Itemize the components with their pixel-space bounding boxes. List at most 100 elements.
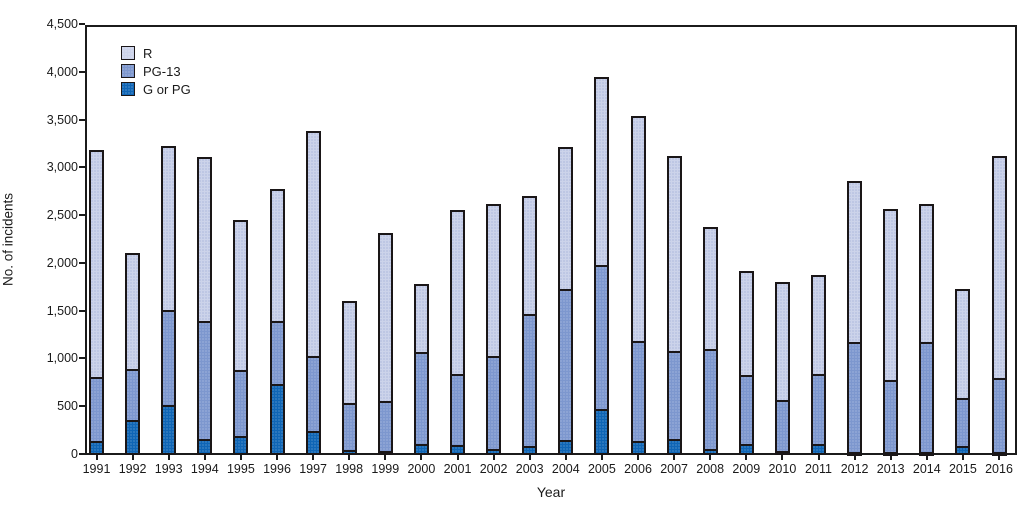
x-tick-mark (492, 455, 495, 460)
bar-segment-g-or-pg-2014 (919, 452, 935, 456)
x-tick-mark (745, 455, 748, 460)
y-tick-label: 1,500 (46, 303, 78, 318)
y-tick-mark (79, 453, 85, 455)
x-tick-label: 2009 (732, 462, 761, 476)
x-tick-label: 2012 (840, 462, 869, 476)
x-tick-label: 1991 (82, 462, 111, 476)
y-tick-mark (79, 23, 85, 25)
x-tick-label: 2013 (876, 462, 905, 476)
bar-segment-pg-13-2002 (486, 355, 502, 455)
x-tick-mark (889, 455, 892, 460)
x-tick-label: 1994 (190, 462, 219, 476)
bar-segment-g-or-pg-2008 (702, 449, 718, 455)
y-tick-mark (79, 405, 85, 408)
bar-segment-g-or-pg-1999 (377, 451, 393, 456)
x-tick-label: 1997 (299, 462, 327, 476)
y-tick-mark (79, 261, 85, 264)
bar-segment-g-or-pg-1998 (341, 450, 357, 455)
x-tick-mark (853, 455, 856, 460)
y-tick-label: 1,000 (46, 351, 78, 366)
legend-swatch-g-or-pg-icon (121, 82, 135, 96)
legend-row-r: R (121, 44, 191, 62)
x-tick-label: 2005 (587, 462, 616, 476)
bar-segment-g-or-pg-2006 (630, 440, 646, 455)
bar-segment-g-or-pg-2005 (594, 409, 610, 455)
bar-segment-g-or-pg-1995 (233, 435, 249, 455)
bar-segment-g-or-pg-1994 (197, 438, 213, 455)
x-tick-mark (961, 455, 964, 460)
y-tick-mark (79, 118, 85, 121)
y-tick-label: 2,000 (46, 255, 78, 270)
legend-row-g-or-pg: G or PG (121, 80, 191, 98)
bar-segment-pg-13-2011 (811, 373, 826, 455)
bar-segment-g-or-pg-2016 (991, 452, 1007, 456)
legend-label-g-or-pg: G or PG (143, 81, 191, 97)
bar-segment-pg-13-2012 (847, 342, 863, 455)
x-tick-label: 2007 (660, 462, 688, 476)
bar-segment-pg-13-2000 (413, 351, 429, 455)
x-tick-mark (709, 455, 712, 460)
bar-segment-g-or-pg-2001 (450, 445, 465, 455)
bar-segment-g-or-pg-1996 (269, 384, 285, 455)
x-tick-label: 1996 (263, 462, 291, 476)
bar-segment-g-or-pg-2009 (738, 444, 754, 455)
y-tick-mark (79, 70, 85, 73)
bar-segment-g-or-pg-1997 (305, 431, 321, 455)
bar-segment-g-or-pg-1993 (161, 405, 177, 455)
bar-segment-g-or-pg-2011 (811, 444, 826, 455)
x-tick-label: 1995 (226, 462, 255, 476)
x-tick-mark (312, 455, 315, 460)
bar-segment-g-or-pg-2002 (486, 449, 502, 455)
x-tick-mark (131, 455, 134, 460)
legend-row-pg13: PG-13 (121, 62, 191, 80)
bar-segment-pg-13-2014 (919, 342, 935, 455)
bar-segment-pg-13-2016 (991, 377, 1007, 455)
x-tick-mark (781, 455, 784, 460)
x-tick-label: 2006 (624, 462, 652, 476)
bar-segment-g-or-pg-2015 (955, 446, 971, 455)
bar-segment-pg-13-2013 (883, 380, 899, 455)
y-tick-mark (79, 309, 85, 312)
bar-segment-pg-13-1994 (197, 321, 213, 455)
bar-segment-pg-13-1999 (377, 401, 393, 455)
x-tick-label: 2008 (696, 462, 725, 476)
x-tick-label: 2011 (805, 462, 832, 476)
x-tick-mark (998, 455, 1000, 460)
bar-segment-pg-13-2008 (702, 348, 718, 455)
bar-segment-g-or-pg-1992 (125, 419, 141, 455)
x-tick-label: 2000 (407, 462, 436, 476)
x-tick-mark (384, 455, 387, 460)
bar-segment-g-or-pg-2013 (883, 452, 899, 456)
legend-label-r: R (143, 45, 153, 61)
legend-swatch-r-icon (121, 46, 135, 60)
x-tick-mark (167, 455, 170, 460)
bar-segment-pg-13-2010 (774, 399, 790, 455)
y-tick-label: 3,000 (46, 160, 78, 175)
x-tick-mark (817, 455, 820, 460)
legend-label-pg13: PG-13 (143, 63, 181, 79)
bar-segment-pg-13-2009 (738, 374, 754, 455)
x-tick-mark (203, 455, 206, 460)
bar-segment-g-or-pg-2012 (847, 452, 863, 456)
x-tick-mark (600, 455, 603, 460)
bar-segment-g-or-pg-2010 (774, 451, 790, 456)
x-tick-mark (348, 455, 351, 460)
x-tick-label: 1999 (371, 462, 400, 476)
y-tick-label: 0 (71, 447, 78, 461)
x-tick-label: 2002 (479, 462, 508, 476)
x-tick-label: 2015 (948, 462, 977, 476)
x-tick-mark (239, 455, 242, 460)
bar-segment-g-or-pg-2000 (413, 444, 429, 455)
x-tick-label: 2014 (912, 462, 941, 476)
x-tick-label: 2010 (768, 462, 797, 476)
x-tick-label: 2001 (443, 462, 472, 476)
x-tick-label: 2016 (985, 462, 1013, 476)
y-tick-mark (79, 166, 85, 169)
y-tick-mark (79, 357, 85, 360)
bar-segment-pg-13-2003 (522, 313, 538, 455)
y-tick-label: 4,500 (46, 17, 78, 31)
y-axis-title: No. of incidents (0, 192, 16, 287)
y-tick-label: 4,000 (46, 64, 78, 79)
y-tick-label: 500 (57, 399, 78, 414)
